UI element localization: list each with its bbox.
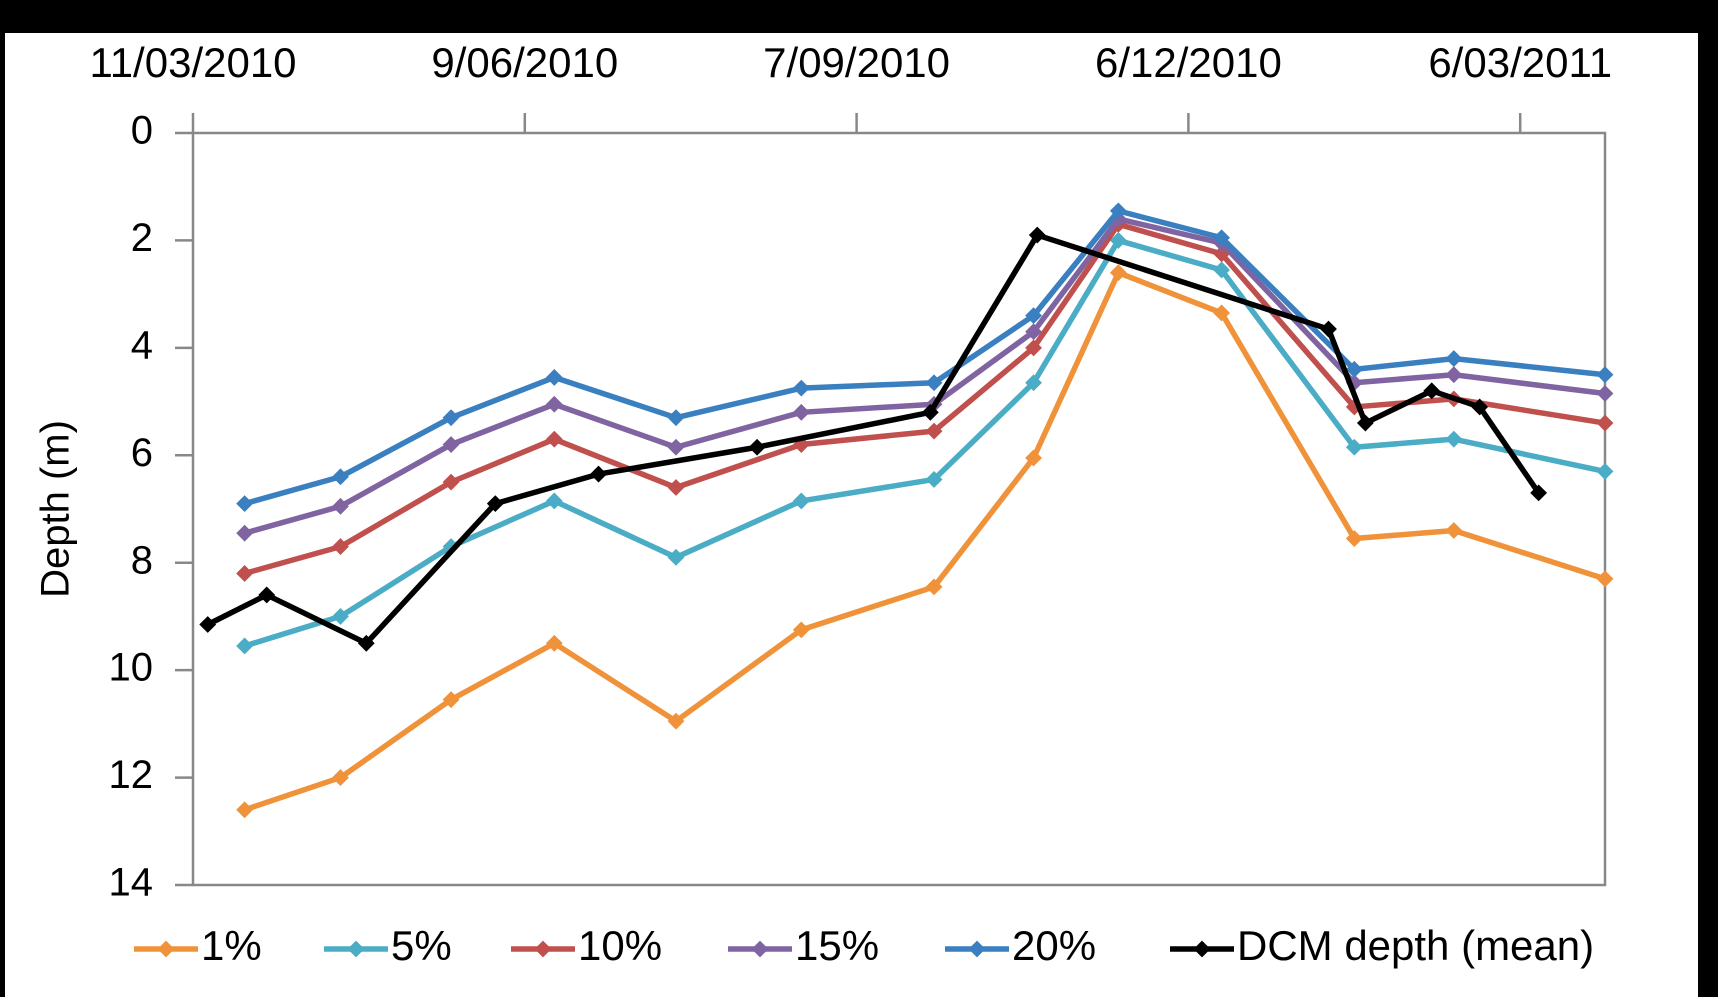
data-point bbox=[1356, 414, 1374, 432]
data-point bbox=[1025, 374, 1042, 392]
data-point bbox=[1471, 398, 1489, 416]
data-point bbox=[545, 634, 563, 652]
data-point bbox=[925, 471, 943, 488]
legend-label: 10% bbox=[578, 922, 662, 969]
legend-label: DCM depth (mean) bbox=[1237, 922, 1594, 969]
data-point bbox=[1025, 323, 1042, 341]
data-point bbox=[1109, 232, 1127, 249]
data-point bbox=[1025, 339, 1042, 357]
legend-marker bbox=[751, 940, 769, 958]
data-point bbox=[1596, 385, 1614, 402]
data-point bbox=[1596, 462, 1614, 480]
data-point bbox=[792, 403, 810, 421]
data-point bbox=[667, 438, 685, 456]
data-point bbox=[792, 379, 810, 397]
chart-background bbox=[5, 33, 1698, 997]
data-point bbox=[357, 634, 375, 652]
data-point bbox=[442, 473, 460, 491]
legend-marker bbox=[534, 940, 552, 958]
data-point bbox=[1025, 307, 1042, 325]
data-point bbox=[921, 403, 939, 421]
data-point bbox=[1345, 438, 1363, 456]
data-point bbox=[1109, 264, 1127, 282]
data-point bbox=[442, 691, 460, 709]
data-point bbox=[199, 616, 217, 633]
data-point bbox=[545, 368, 563, 386]
data-point bbox=[332, 497, 349, 515]
data-point bbox=[1320, 320, 1337, 338]
data-point bbox=[1109, 202, 1127, 220]
data-point bbox=[1025, 449, 1042, 467]
data-point bbox=[332, 769, 349, 786]
data-point bbox=[667, 409, 685, 427]
data-point bbox=[1213, 304, 1230, 322]
data-point bbox=[1028, 226, 1046, 244]
data-point bbox=[1445, 366, 1463, 384]
y-tick-label: 6 bbox=[131, 431, 153, 475]
data-point bbox=[236, 637, 254, 655]
y-tick-label: 8 bbox=[131, 538, 153, 582]
y-axis-label: Depth (m) bbox=[34, 420, 78, 598]
data-point bbox=[332, 608, 349, 625]
y-tick-label: 4 bbox=[131, 323, 153, 367]
data-point bbox=[1345, 530, 1363, 547]
x-tick-label: 6/12/2010 bbox=[1095, 39, 1282, 86]
data-point bbox=[545, 430, 563, 448]
data-point bbox=[332, 468, 349, 486]
legend-label: 15% bbox=[795, 922, 879, 969]
x-tick-label: 6/03/2011 bbox=[1428, 39, 1612, 86]
data-point bbox=[925, 422, 943, 440]
y-tick-label: 14 bbox=[109, 861, 154, 905]
x-tick-label: 9/06/2010 bbox=[431, 39, 618, 86]
x-tick-label: 11/03/2010 bbox=[89, 39, 296, 86]
legend-marker bbox=[157, 940, 175, 958]
data-point bbox=[792, 621, 810, 639]
data-point bbox=[236, 495, 254, 513]
data-point bbox=[1445, 430, 1463, 448]
data-point bbox=[236, 524, 254, 542]
data-point bbox=[925, 578, 943, 596]
data-point bbox=[1445, 522, 1463, 539]
legend-marker bbox=[347, 940, 365, 958]
legend-label: 20% bbox=[1012, 922, 1096, 969]
data-point bbox=[1596, 366, 1614, 384]
data-point bbox=[1423, 382, 1441, 400]
data-point bbox=[486, 495, 504, 513]
data-point bbox=[792, 492, 810, 510]
data-point bbox=[332, 538, 349, 556]
data-point bbox=[442, 436, 460, 453]
y-tick-label: 0 bbox=[131, 109, 153, 153]
data-point bbox=[667, 479, 685, 496]
y-tick-label: 12 bbox=[109, 753, 154, 797]
y-tick-label: 10 bbox=[109, 646, 154, 690]
data-point bbox=[925, 374, 943, 392]
y-tick-label: 2 bbox=[131, 216, 153, 260]
x-tick-label: 7/09/2010 bbox=[763, 39, 950, 86]
legend-marker bbox=[968, 940, 986, 958]
data-point bbox=[1596, 570, 1614, 588]
data-point bbox=[590, 465, 607, 483]
data-point bbox=[545, 395, 563, 413]
data-point bbox=[667, 548, 685, 566]
legend-marker bbox=[1193, 940, 1211, 958]
data-point bbox=[1530, 484, 1548, 502]
data-point bbox=[1445, 350, 1463, 368]
data-point bbox=[258, 586, 276, 604]
data-point bbox=[1596, 414, 1614, 432]
plot-area bbox=[191, 131, 1607, 887]
data-point bbox=[748, 438, 766, 456]
legend-label: 1% bbox=[201, 922, 262, 969]
data-point bbox=[442, 409, 460, 427]
data-point bbox=[545, 492, 563, 510]
data-point bbox=[236, 801, 254, 819]
data-point bbox=[1213, 261, 1230, 279]
data-point bbox=[667, 712, 685, 730]
data-point bbox=[236, 565, 254, 582]
legend-label: 5% bbox=[391, 922, 452, 969]
data-point bbox=[1213, 229, 1230, 247]
data-point bbox=[1345, 360, 1363, 378]
